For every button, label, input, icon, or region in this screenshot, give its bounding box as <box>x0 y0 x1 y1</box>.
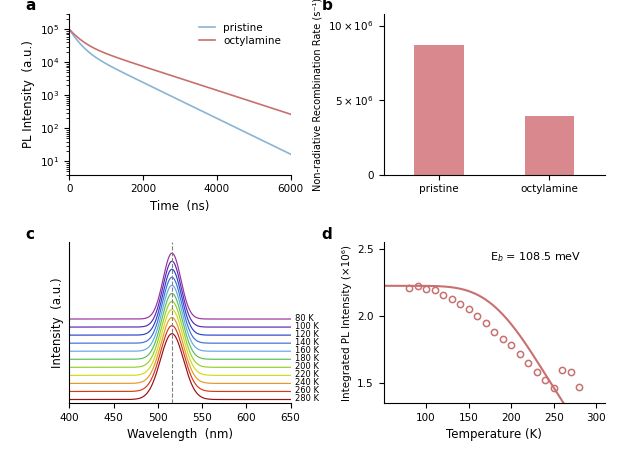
pristine <box>269 143 277 148</box>
Text: 160 K: 160 K <box>295 346 319 355</box>
Y-axis label: Non-radiative Recombination Rate (s⁻¹): Non-radiative Recombination Rate (s⁻¹) <box>313 0 323 191</box>
Legend: pristine, octylamine: pristine, octylamine <box>195 19 285 50</box>
octylamine <box>160 71 168 76</box>
Line: pristine: pristine <box>69 29 290 154</box>
Line: octylamine: octylamine <box>69 29 290 114</box>
Text: 260 K: 260 K <box>295 386 319 395</box>
pristine <box>66 27 73 32</box>
Text: d: d <box>321 227 332 242</box>
Y-axis label: Intensity  (a.u.): Intensity (a.u.) <box>51 277 64 368</box>
Text: a: a <box>25 0 35 14</box>
octylamine <box>287 111 294 117</box>
Text: b: b <box>321 0 333 14</box>
Text: 140 K: 140 K <box>295 338 319 347</box>
octylamine <box>171 74 178 79</box>
pristine <box>160 90 168 96</box>
X-axis label: Temperature (K): Temperature (K) <box>446 429 542 441</box>
octylamine <box>159 70 166 75</box>
Y-axis label: Integrated PL Intensity (×10⁶): Integrated PL Intensity (×10⁶) <box>341 245 352 400</box>
Text: 120 K: 120 K <box>295 330 319 339</box>
Text: 280 K: 280 K <box>295 394 319 403</box>
pristine <box>287 151 294 157</box>
Text: 100 K: 100 K <box>295 322 319 331</box>
X-axis label: Time  (ns): Time (ns) <box>150 200 210 213</box>
Text: E$_b$ = 108.5 meV: E$_b$ = 108.5 meV <box>490 250 581 264</box>
octylamine <box>66 27 73 32</box>
pristine <box>226 122 234 127</box>
Text: 220 K: 220 K <box>295 370 319 379</box>
Text: 180 K: 180 K <box>295 354 319 363</box>
Bar <box>414 45 464 174</box>
octylamine <box>280 109 287 115</box>
pristine <box>280 148 287 154</box>
Text: 200 K: 200 K <box>295 362 319 371</box>
Bar <box>525 116 575 174</box>
Y-axis label: PL Intensity  (a.u.): PL Intensity (a.u.) <box>21 40 35 148</box>
Text: 240 K: 240 K <box>295 378 319 387</box>
Text: c: c <box>25 227 34 242</box>
Text: 80 K: 80 K <box>295 314 314 323</box>
pristine <box>171 95 178 101</box>
octylamine <box>269 106 277 111</box>
octylamine <box>226 92 234 97</box>
X-axis label: Wavelength  (nm): Wavelength (nm) <box>127 429 233 441</box>
pristine <box>159 89 166 95</box>
